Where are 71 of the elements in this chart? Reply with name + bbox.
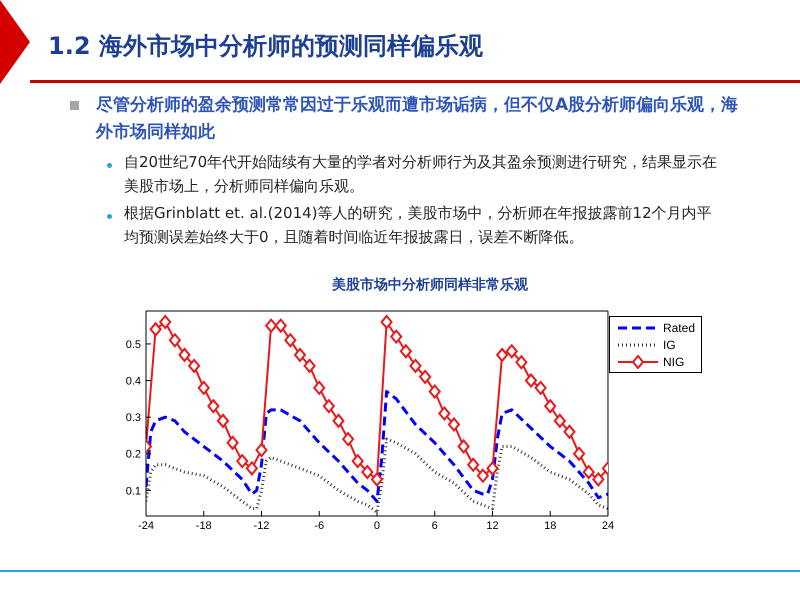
y-tick-label: 0.1 xyxy=(126,485,141,498)
x-tick-label: 6 xyxy=(432,520,438,532)
point xyxy=(361,465,374,480)
point xyxy=(216,414,229,428)
x-tick-label: -6 xyxy=(314,520,324,532)
legend-label: Rated xyxy=(662,320,695,334)
point xyxy=(534,380,547,395)
point xyxy=(159,314,172,329)
point xyxy=(332,414,344,428)
point xyxy=(226,436,239,450)
point xyxy=(313,380,326,395)
point xyxy=(582,465,595,480)
point xyxy=(380,314,393,329)
text: 根据Grinblatt et. al.(2014)等人的研究，美股市场中，分析师在年报披露前12个月内平均预测误差始终大于0，且随着时间临近年报披露日，误差不断降低。 xyxy=(124,203,713,248)
text: 尽管分析师的盈余预测常常因过于乐观而遭市场诟病，但不仅A股分析师偏向乐观，海外市场同样如此 xyxy=(96,94,740,144)
point xyxy=(563,424,576,439)
point xyxy=(274,318,287,333)
point xyxy=(370,472,383,486)
line-series xyxy=(146,438,608,514)
point xyxy=(476,468,489,483)
point xyxy=(544,399,556,414)
point xyxy=(236,454,248,468)
point xyxy=(515,355,528,370)
point xyxy=(458,439,470,454)
chart-title: 1.2 海外市场中分析师的预测同样偏乐观 xyxy=(48,31,483,62)
point xyxy=(428,384,441,399)
point xyxy=(496,348,508,362)
point xyxy=(178,348,190,362)
point xyxy=(342,432,354,446)
y-tick-label: 0.5 xyxy=(126,338,141,351)
legend-label: NIG xyxy=(662,354,684,368)
point xyxy=(294,348,306,362)
point xyxy=(168,333,181,348)
x-tick-label: -24 xyxy=(138,520,154,532)
point xyxy=(322,399,335,414)
x-tick-label: -12 xyxy=(254,520,270,532)
y-tick-label: 0.2 xyxy=(126,448,141,461)
x-tick-label: 0 xyxy=(374,520,380,532)
point xyxy=(207,399,220,414)
point xyxy=(188,358,200,373)
point xyxy=(198,380,210,395)
point xyxy=(400,344,412,358)
y-tick-label: 0.3 xyxy=(126,412,141,424)
point xyxy=(592,472,604,486)
point xyxy=(467,458,480,472)
point xyxy=(419,370,432,384)
point xyxy=(409,358,422,373)
point xyxy=(304,358,316,373)
point xyxy=(524,374,537,388)
point xyxy=(573,446,586,461)
x-tick-label: 24 xyxy=(602,520,614,532)
point xyxy=(438,406,450,420)
point xyxy=(448,417,460,432)
x-tick-label: 18 xyxy=(544,520,556,532)
point xyxy=(486,461,498,476)
point xyxy=(255,443,268,458)
point xyxy=(150,322,162,336)
point xyxy=(506,344,518,358)
x-tick-label: -18 xyxy=(196,520,212,532)
point xyxy=(390,330,402,344)
point xyxy=(265,318,278,333)
x-tick-label: 12 xyxy=(486,520,499,532)
point xyxy=(284,333,296,348)
point xyxy=(554,414,566,428)
legend-label: IG xyxy=(662,338,676,352)
text: 自20世纪70年代开始陆续有大量的学者对分析师行为及其盈余预测进行研究，结果显示在美股市场上，分析师同样偏向乐观。 xyxy=(124,152,718,197)
y-tick-label: 0.4 xyxy=(126,375,141,388)
point xyxy=(352,454,364,468)
point xyxy=(246,461,258,476)
line-series xyxy=(146,390,608,503)
chart-subtitle: 美股市场中分析师同样非常乐观 xyxy=(330,276,529,294)
